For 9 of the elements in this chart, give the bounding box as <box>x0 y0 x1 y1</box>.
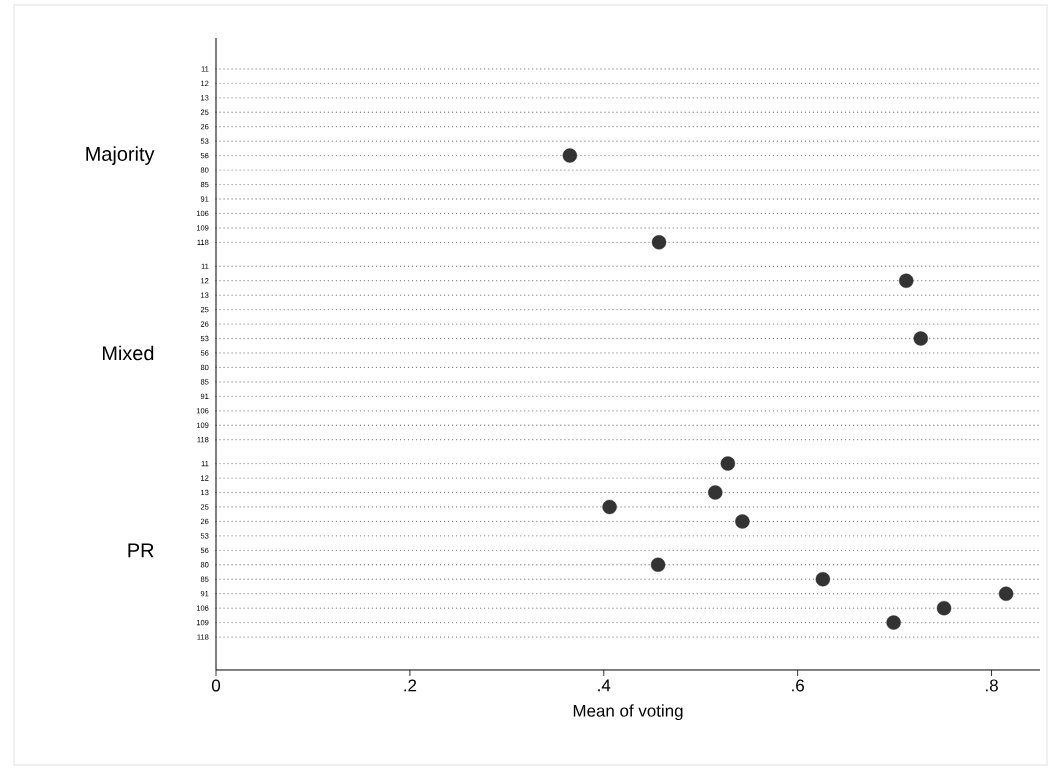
x-tick-label: .4 <box>598 679 611 692</box>
x-tick-label: .2 <box>404 679 417 692</box>
x-axis-title: Mean of voting <box>573 704 683 721</box>
text: Mixed <box>102 345 154 361</box>
text: PR <box>128 543 154 558</box>
x-tick-label: .8 <box>986 679 998 692</box>
text: Majority <box>86 146 155 165</box>
x-tick-label: .6 <box>792 679 804 692</box>
x-tick-label: 0 <box>211 679 221 692</box>
